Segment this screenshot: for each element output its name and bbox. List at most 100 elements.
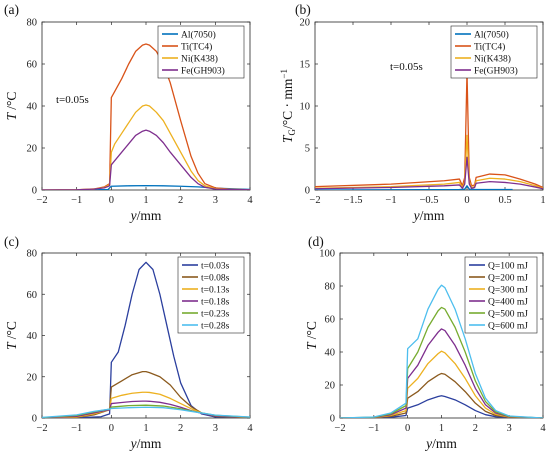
legend-entry: Q=500 mJ bbox=[488, 309, 528, 319]
series-line-3 bbox=[315, 156, 543, 190]
x-tick-label: −1 bbox=[71, 423, 82, 434]
legend-box bbox=[177, 256, 245, 334]
series-line-4 bbox=[340, 306, 543, 418]
x-tick-label: −1 bbox=[385, 195, 396, 206]
x-tick-label: 1 bbox=[439, 423, 444, 434]
y-tick-label: 0 bbox=[32, 186, 37, 197]
x-tick-label: 3 bbox=[213, 195, 218, 206]
panel-label: (d) bbox=[308, 234, 324, 249]
y-axis-label: T /°C bbox=[4, 92, 19, 121]
legend-entry: t=0.13s bbox=[201, 285, 230, 295]
x-axis-label: y/mm bbox=[129, 436, 162, 451]
legend-entry: t=0.03s bbox=[201, 261, 230, 271]
y-tick-label: 60 bbox=[325, 315, 336, 326]
chart-panel-0: −2 −1 0 1 2 3 4020406080Al(7050)Ti(TC4)Ni(K438… bbox=[4, 2, 253, 223]
legend-entry: t=0.08s bbox=[201, 273, 230, 283]
series-line-2 bbox=[340, 350, 543, 418]
legend-entry: Ti(TC4) bbox=[181, 41, 212, 52]
x-axis-label: y/mm bbox=[424, 436, 457, 451]
y-tick-label: 10 bbox=[300, 102, 311, 113]
x-tick-label: −2 bbox=[36, 423, 47, 434]
legend-entry: Q=200 mJ bbox=[488, 273, 528, 283]
legend-entry: Q=400 mJ bbox=[488, 297, 528, 307]
x-tick-label: 2 bbox=[178, 423, 183, 434]
legend-entry: Al(7050) bbox=[181, 29, 216, 40]
legend-entry: Ti(TC4) bbox=[474, 41, 505, 52]
legend-entry: Al(7050) bbox=[474, 29, 509, 40]
x-tick-label: −2 bbox=[334, 423, 345, 434]
x-tick-label: 3 bbox=[507, 423, 512, 434]
y-tick-label: 5 bbox=[305, 144, 310, 155]
legend-entry: Q=100 mJ bbox=[488, 261, 528, 271]
x-tick-label: 0 bbox=[464, 195, 469, 206]
x-tick-label: 0 bbox=[405, 423, 410, 434]
x-tick-label: 4 bbox=[247, 423, 253, 434]
legend-entry: t=0.23s bbox=[201, 309, 230, 319]
x-tick-label: −0.5 bbox=[419, 195, 438, 206]
y-tick-label: 40 bbox=[27, 331, 38, 342]
y-tick-label: 20 bbox=[27, 144, 38, 155]
y-tick-label: 0 bbox=[32, 414, 37, 425]
x-tick-label: 1 bbox=[143, 423, 148, 434]
series-line-0 bbox=[340, 395, 543, 418]
time-annotation: t=0.05s bbox=[56, 94, 89, 106]
x-tick-label: 3 bbox=[213, 423, 218, 434]
y-tick-label: 60 bbox=[27, 60, 38, 71]
series-line-2 bbox=[42, 104, 250, 190]
y-tick-label: 80 bbox=[27, 18, 38, 29]
y-axis-label: TG/°C · mm−1 bbox=[279, 69, 297, 143]
series-line-3 bbox=[340, 328, 543, 418]
series-line-1 bbox=[340, 372, 543, 418]
y-tick-label: 60 bbox=[27, 290, 38, 301]
x-tick-label: 4 bbox=[540, 423, 546, 434]
series-line-1 bbox=[42, 43, 250, 190]
y-tick-label: 80 bbox=[325, 282, 336, 293]
x-tick-label: 2 bbox=[178, 195, 183, 206]
y-tick-label: 40 bbox=[27, 102, 38, 113]
legend-entry: Fe(GH903) bbox=[181, 65, 225, 76]
x-tick-label: −2 bbox=[36, 195, 47, 206]
series-line-5 bbox=[42, 406, 250, 418]
legend-entry: Ni(K438) bbox=[181, 53, 218, 64]
y-tick-label: 100 bbox=[319, 249, 335, 260]
x-tick-label: 4 bbox=[247, 195, 253, 206]
panel-label: (a) bbox=[4, 2, 19, 17]
x-tick-label: −1 bbox=[71, 195, 82, 206]
chart-panel-1: −2 −1.5 −1 −0.5 0 0.5 105101520Al(7050)Ti(TC4)… bbox=[279, 2, 546, 223]
y-tick-label: 0 bbox=[330, 414, 335, 425]
y-tick-label: 20 bbox=[300, 18, 311, 29]
x-tick-label: 1 bbox=[540, 195, 545, 206]
series-line-5 bbox=[340, 284, 543, 418]
panel-label: (c) bbox=[4, 234, 19, 249]
x-tick-label: −1 bbox=[368, 423, 379, 434]
series-line-2 bbox=[315, 134, 543, 189]
chart-panel-2: −2 −1 0 1 2 3 4020406080t=0.03st=0.08st=0.13st… bbox=[4, 234, 253, 451]
x-tick-label: −1.5 bbox=[343, 195, 362, 206]
legend-entry: Fe(GH903) bbox=[474, 65, 518, 76]
x-tick-label: 1 bbox=[143, 195, 148, 206]
y-tick-label: 40 bbox=[325, 348, 336, 359]
x-tick-label: −2 bbox=[309, 195, 320, 206]
legend-entry: t=0.28s bbox=[201, 321, 230, 331]
legend-box bbox=[464, 256, 538, 334]
x-axis-label: y/mm bbox=[412, 208, 445, 223]
y-tick-label: 15 bbox=[300, 60, 311, 71]
series-line-0 bbox=[315, 185, 513, 190]
legend-entry: Q=600 mJ bbox=[488, 321, 528, 331]
x-tick-label: 0 bbox=[109, 423, 114, 434]
x-tick-label: 2 bbox=[473, 423, 478, 434]
x-tick-label: 0.5 bbox=[498, 195, 511, 206]
y-axis-label: T /°C bbox=[4, 321, 19, 350]
legend-entry: Q=300 mJ bbox=[488, 285, 528, 295]
y-tick-label: 20 bbox=[325, 381, 336, 392]
time-annotation: t=0.05s bbox=[390, 61, 423, 73]
panel-label: (b) bbox=[295, 2, 311, 17]
x-axis-label: y/mm bbox=[129, 208, 162, 223]
legend-entry: t=0.18s bbox=[201, 297, 230, 307]
series-line-1 bbox=[315, 71, 543, 189]
series-line-3 bbox=[42, 129, 250, 190]
y-tick-label: 80 bbox=[27, 249, 38, 260]
y-axis-label: T /°C bbox=[304, 321, 319, 350]
